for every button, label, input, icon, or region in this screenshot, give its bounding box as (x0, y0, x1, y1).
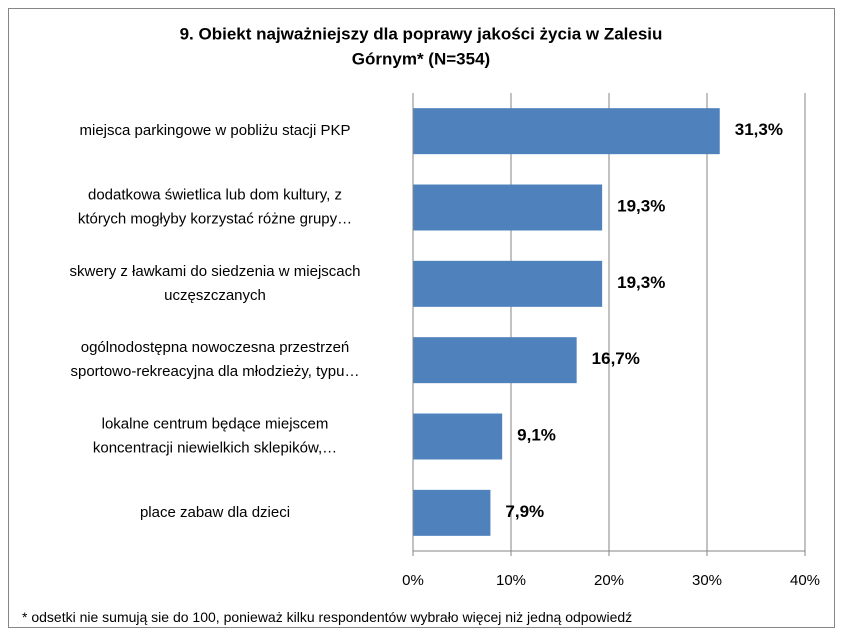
y-tick-label: ogólnodostępna nowoczesna przestrzeń spor… (70, 339, 359, 380)
value-label: 7,9% (505, 502, 544, 521)
y-tick-label: dodatkowa świetlica lub dom kultury, z kt… (78, 186, 352, 227)
x-tick-label: 30% (692, 572, 722, 589)
y-tick-label: place zabaw dla dzieci (140, 504, 290, 521)
x-tick-label: 10% (496, 572, 526, 589)
bar (413, 337, 577, 384)
chart-title: 9. Obiekt najważniejszy dla poprawy jako… (180, 25, 663, 69)
bar (413, 489, 491, 536)
x-tick-label: 0% (402, 572, 424, 589)
bar (413, 413, 503, 460)
bar (413, 184, 603, 231)
y-tick-label: skwery z ławkami do siedzenia w miejscac… (70, 263, 361, 304)
y-tick-label: lokalne centrum będące miejscem koncentra… (93, 415, 337, 456)
x-tick-label: 40% (790, 572, 820, 589)
bar (413, 260, 603, 307)
value-label: 9,1% (517, 426, 556, 445)
value-label: 19,3% (617, 273, 665, 292)
footnote: * odsetki nie sumują sie do 100, poniewa… (22, 609, 632, 625)
x-tick-label: 20% (594, 572, 624, 589)
y-tick-label: miejsca parkingowe w pobliżu stacji PKP (80, 122, 351, 139)
bar (413, 108, 720, 155)
value-label: 31,3% (735, 121, 783, 140)
value-label: 16,7% (592, 350, 640, 369)
value-label: 19,3% (617, 197, 665, 216)
